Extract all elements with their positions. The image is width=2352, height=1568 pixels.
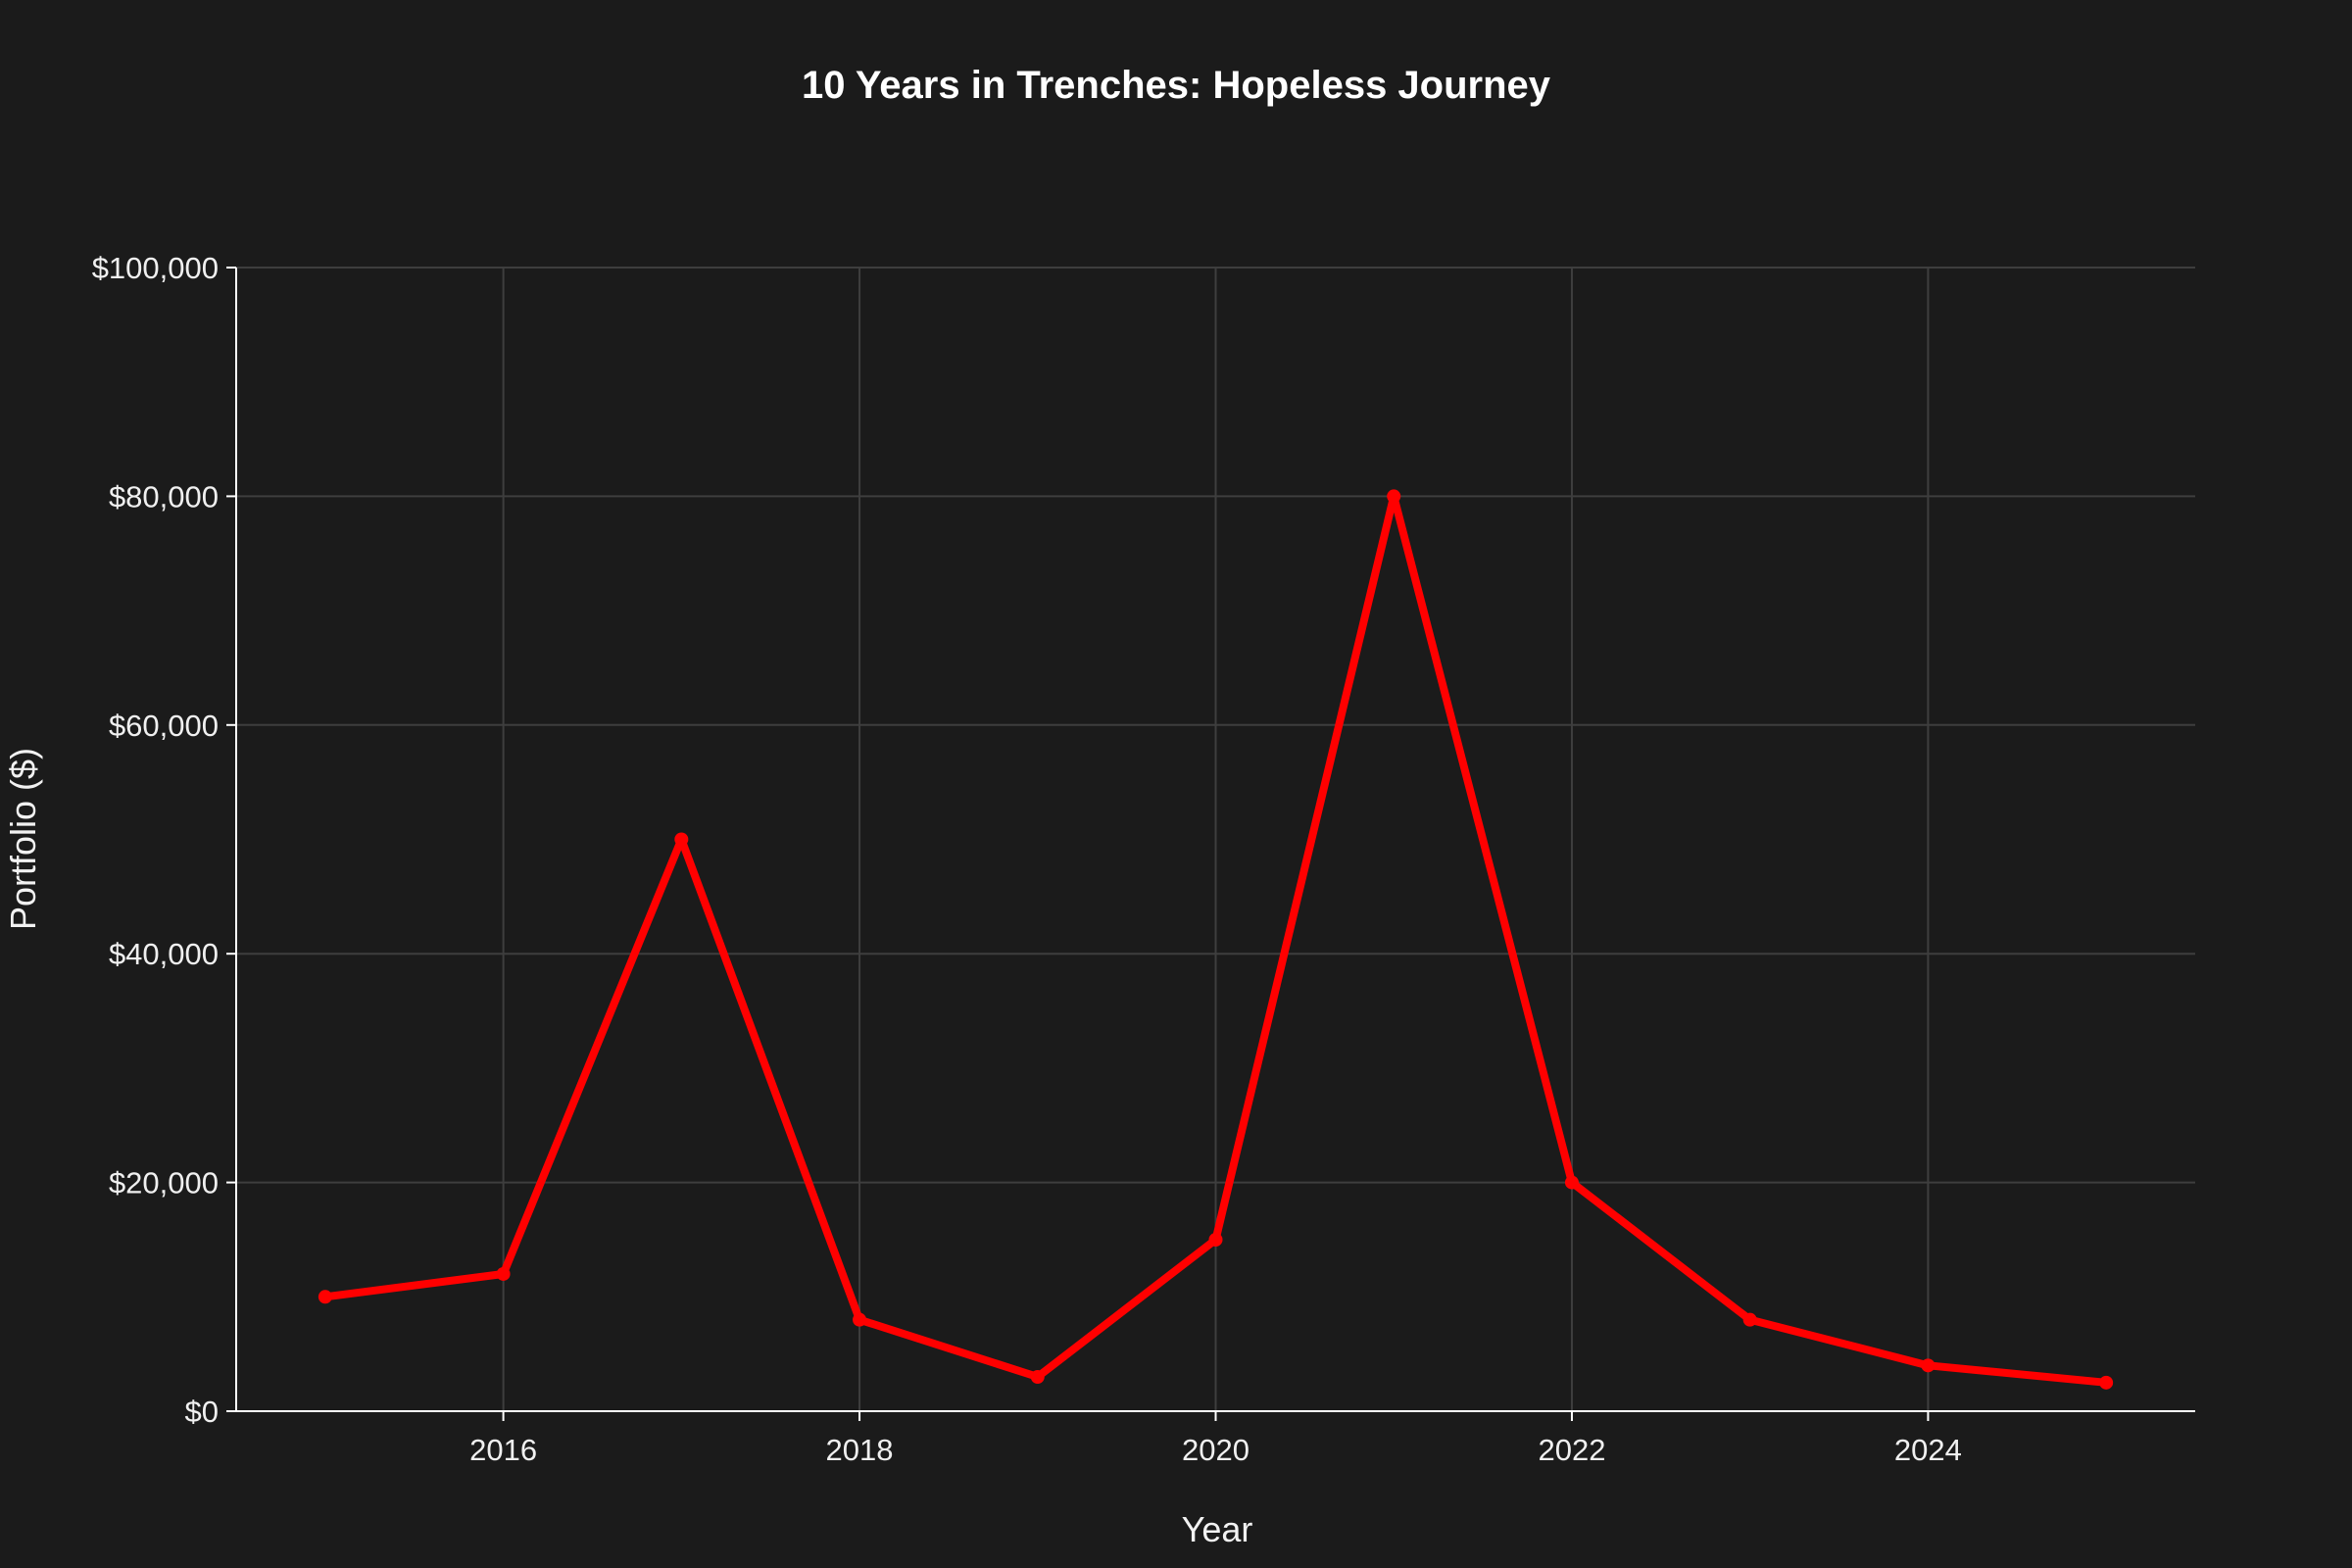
y-tick-label: $80,000 — [109, 479, 219, 514]
data-point — [853, 1312, 867, 1327]
x-tick-label: 2022 — [1538, 1433, 1605, 1467]
data-point — [1387, 489, 1401, 504]
data-point — [1564, 1175, 1579, 1190]
x-tick-label: 2018 — [826, 1433, 894, 1467]
data-point — [1742, 1312, 1757, 1327]
x-tick-label: 2016 — [469, 1433, 537, 1467]
data-point — [1030, 1369, 1045, 1384]
series — [318, 489, 2114, 1390]
x-axis-label: Year — [1182, 1509, 1253, 1549]
y-tick-label: $0 — [185, 1395, 219, 1429]
y-tick-label: $40,000 — [109, 937, 219, 971]
x-tick-labels: 2016 2018 2020 2022 2024 — [469, 1433, 1962, 1467]
x-tick-label: 2024 — [1894, 1433, 1962, 1467]
y-tick-label: $20,000 — [109, 1166, 219, 1200]
data-point — [674, 832, 689, 847]
y-tick-labels: $0 $20,000 $40,000 $60,000 $80,000 $100,000 — [92, 251, 219, 1429]
chart-title: 10 Years in Trenches: Hopeless Journey — [802, 64, 1551, 107]
y-axis-label: Portfolio ($) — [3, 748, 43, 930]
data-point — [496, 1266, 511, 1281]
data-point — [318, 1290, 332, 1304]
y-tick-label: $100,000 — [92, 251, 219, 285]
axes — [226, 267, 2195, 1421]
data-point — [1921, 1358, 1936, 1373]
y-tick-label: $60,000 — [109, 709, 219, 743]
x-tick-label: 2020 — [1182, 1433, 1250, 1467]
data-point — [1208, 1232, 1223, 1247]
data-point — [2099, 1375, 2114, 1390]
gridlines — [236, 267, 2195, 1411]
